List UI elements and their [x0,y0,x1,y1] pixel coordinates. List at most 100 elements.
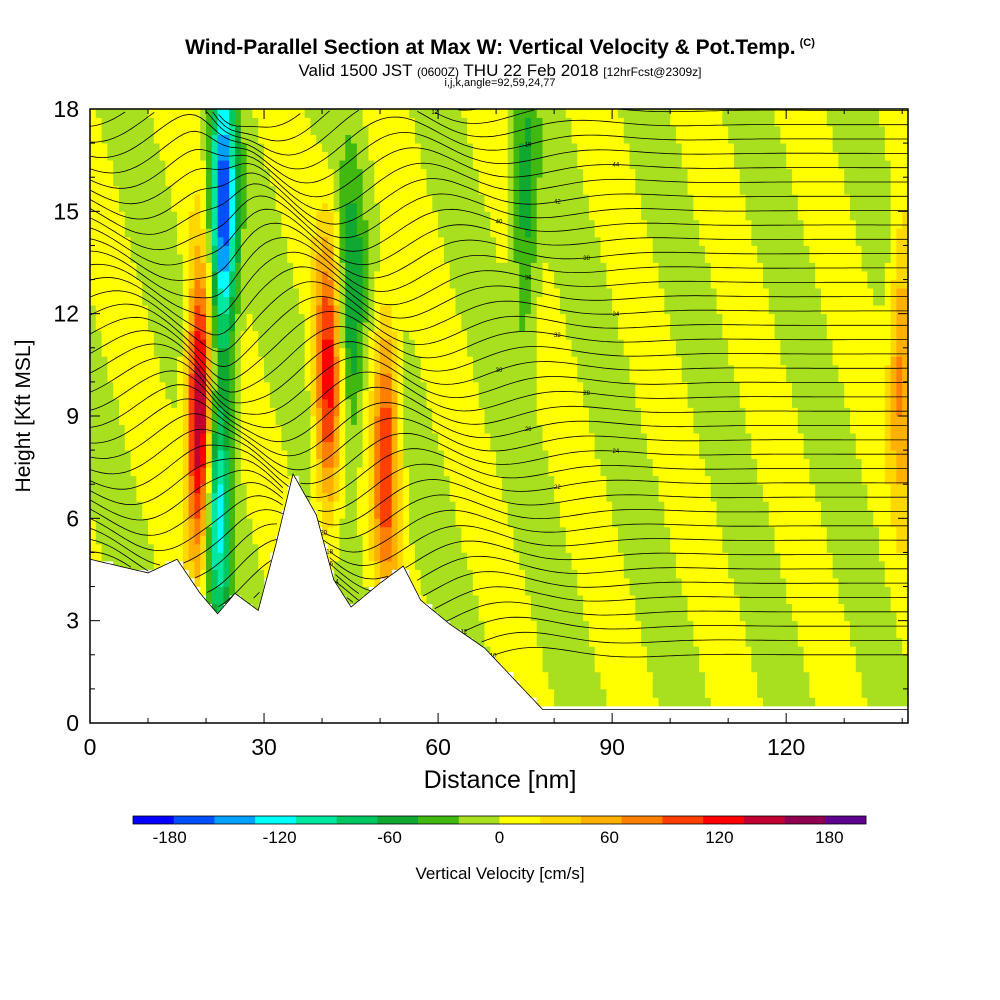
w-cell [188,450,195,460]
w-cell [153,279,161,289]
w-cell [171,305,178,315]
w-cell [362,543,369,553]
w-cell [119,126,126,135]
w-cell [298,236,306,246]
w-cell [501,569,509,579]
w-cell [264,356,271,366]
w-cell [345,253,352,263]
w-cell [565,288,572,298]
w-cell [275,390,282,400]
w-cell [356,109,364,118]
w-cell [351,560,358,570]
w-cell [484,526,491,536]
w-cell [530,654,538,664]
w-cell [443,279,451,289]
w-cell [240,458,248,468]
w-cell [455,509,462,519]
w-cell [153,117,161,127]
w-cell [542,620,549,630]
w-cell [130,543,137,553]
w-cell [258,236,265,246]
w-cell [124,296,132,306]
w-cell [501,381,509,391]
w-cell [322,271,329,280]
w-cell [229,492,236,502]
w-cell [443,484,451,494]
w-cell [206,185,213,195]
w-cell [501,629,509,639]
w-cell [583,407,590,417]
w-cell [304,450,311,460]
w-cell [188,271,195,280]
w-cell [559,296,567,306]
w-cell [461,194,468,204]
w-cell [577,458,584,468]
w-cell [420,168,427,178]
w-cell [304,467,311,477]
w-cell [200,271,207,280]
w-cell [177,484,184,494]
w-cell [200,168,207,178]
w-cell [339,535,346,545]
w-cell [391,543,398,553]
w-cell [345,595,352,605]
w-cell [449,219,456,229]
w-cell [90,279,97,289]
w-cell [542,595,549,605]
w-cell [95,433,102,442]
w-cell [148,416,155,425]
w-cell [409,492,416,502]
w-cell [472,612,480,622]
w-cell [252,194,259,204]
w-cell [490,433,497,442]
w-cell [171,202,178,212]
w-cell [490,305,497,315]
w-cell [380,143,387,153]
w-cell [200,236,207,246]
w-cell [571,313,578,323]
w-cell [449,492,456,502]
w-cell [525,288,532,298]
w-cell [310,501,317,511]
w-cell [455,526,462,536]
w-cell [426,305,433,315]
w-cell [571,560,578,570]
w-cell [356,279,364,289]
w-cell [507,646,514,656]
w-cell [478,450,485,460]
w-cell [153,364,161,374]
w-cell [443,424,451,434]
w-cell [455,279,462,289]
w-cell [345,143,352,153]
w-cell [501,279,509,289]
w-cell [565,398,572,408]
w-cell [124,390,132,400]
w-cell [438,185,445,195]
w-cell [565,407,572,417]
w-cell [554,552,561,562]
w-cell [391,450,398,460]
w-cell [124,424,132,434]
w-cell [304,194,311,204]
w-cell [438,202,445,212]
w-cell [159,194,166,204]
w-cell [478,134,485,144]
w-cell [217,560,224,570]
w-cell [327,475,335,485]
w-cell [194,398,201,408]
w-cell [142,339,149,349]
w-cell [409,177,416,187]
w-cell [536,441,543,451]
w-cell [559,595,567,605]
w-cell [119,356,126,366]
w-cell [362,433,369,442]
w-cell [501,509,509,519]
w-cell [293,458,300,468]
w-cell [542,347,549,357]
w-cell [438,381,445,391]
w-cell [530,578,538,587]
w-cell [188,143,195,153]
w-cell [496,595,503,605]
w-cell [269,356,277,366]
w-cell [287,407,294,417]
